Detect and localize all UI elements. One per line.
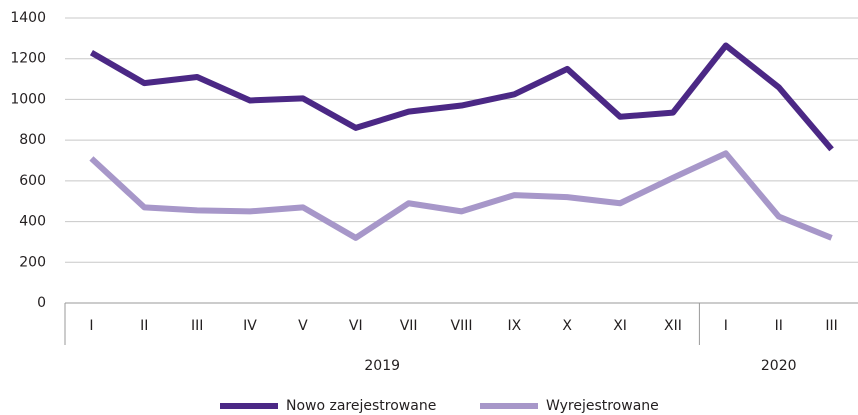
x-tick-label: III: [191, 318, 203, 334]
y-tick-label: 200: [19, 254, 46, 270]
series-line: [89, 42, 834, 152]
x-tick-label: XI: [613, 318, 627, 334]
x-tick-label: IX: [507, 318, 521, 334]
x-tick-label: VII: [400, 318, 418, 334]
x-tick-label: I: [724, 318, 728, 334]
y-tick-label: 1200: [10, 51, 46, 67]
legend-label: Nowo zarejestrowane: [286, 398, 436, 414]
legend-label: Wyrejestrowane: [546, 398, 659, 414]
x-tick-label: V: [298, 318, 308, 334]
x-tick-label: VI: [349, 318, 363, 334]
x-tick-label: X: [562, 318, 572, 334]
group-label: 2020: [761, 358, 797, 374]
x-tick-label: I: [89, 318, 93, 334]
x-tick-label: IV: [243, 318, 257, 334]
y-tick-label: 1400: [10, 10, 46, 26]
y-tick-label: 400: [19, 214, 46, 230]
y-tick-label: 800: [19, 132, 46, 148]
y-tick-label: 0: [37, 295, 46, 311]
x-tick-label: VIII: [451, 318, 473, 334]
x-tick-label: XII: [664, 318, 682, 334]
series-line: [89, 150, 833, 241]
y-tick-label: 1000: [10, 91, 46, 107]
x-tick-label: II: [775, 318, 783, 334]
y-tick-label: 600: [19, 173, 46, 189]
x-tick-label: III: [825, 318, 837, 334]
group-label: 2019: [364, 358, 400, 374]
x-tick-label: II: [140, 318, 148, 334]
